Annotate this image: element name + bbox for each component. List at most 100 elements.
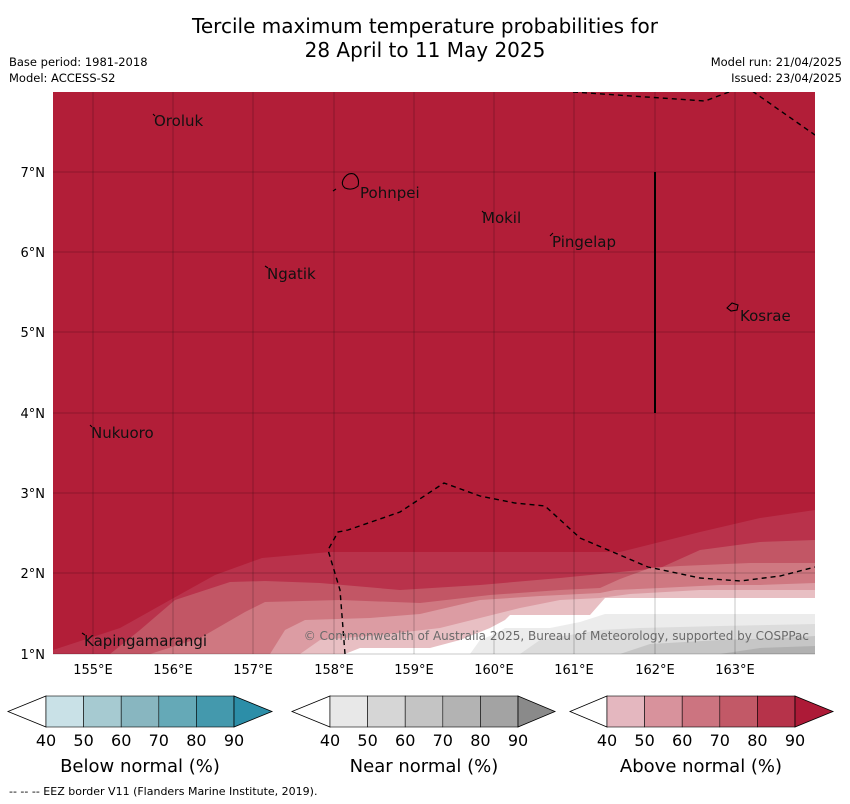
- lat-tick-label: 4°N: [21, 407, 46, 422]
- above-normal-swatch: [719, 695, 758, 728]
- mokil-mark: [481, 210, 485, 214]
- place-label-ngatik: Ngatik: [267, 265, 316, 283]
- below-normal-swatch: [120, 695, 160, 728]
- lon-tick-label: 159°E: [394, 663, 434, 678]
- below-normal-swatch: [83, 695, 122, 728]
- above-normal-title: Above normal (%): [620, 756, 782, 777]
- lat-tick-label: 6°N: [21, 246, 46, 261]
- lat-tick-label: 3°N: [21, 487, 46, 502]
- above-normal-tick: 60: [672, 731, 692, 750]
- place-label-pohnpei: Pohnpei: [360, 184, 420, 202]
- near-normal-swatch: [442, 695, 481, 728]
- lon-tick-label: 160°E: [474, 663, 514, 678]
- lon-tick-label: 158°E: [314, 663, 354, 678]
- lon-tick-label: 162°E: [635, 663, 675, 678]
- eez-borders: [327, 92, 815, 654]
- title-line-1: Tercile maximum temperature probabilitie…: [192, 14, 658, 38]
- above-normal-tick: 50: [634, 731, 654, 750]
- near-normal-tick: 70: [433, 731, 453, 750]
- chart-title: Tercile maximum temperature probabilitie…: [0, 14, 850, 62]
- place-label-kosrae: Kosrae: [740, 307, 791, 325]
- place-label-kapingamarangi: Kapingamarangi: [84, 632, 207, 650]
- below-normal-swatch: [45, 695, 84, 728]
- model-name: Model: ACCESS-S2: [9, 71, 116, 85]
- meta-left: Base period: 1981-2018 Model: ACCESS-S2: [9, 54, 148, 86]
- title-line-2: 28 April to 11 May 2025: [304, 38, 546, 62]
- lat-tick-label: 5°N: [21, 326, 46, 341]
- near-normal-swatch: [404, 695, 444, 728]
- below-normal-tick: 40: [36, 731, 56, 750]
- lat-tick-label: 1°N: [21, 648, 46, 663]
- near-normal-dark-grey: [720, 646, 815, 654]
- above-normal-tick: 90: [785, 731, 805, 750]
- near-normal-high-extend: [517, 695, 557, 728]
- place-labels: Oroluk Pohnpei Mokil Pingelap Ngatik Kos…: [84, 112, 791, 650]
- lat-tick-label: 7°N: [21, 166, 46, 181]
- eez-footer-note: -- -- -- EEZ border V11 (Flanders Marine…: [9, 785, 318, 798]
- below-normal-tick: 80: [186, 731, 206, 750]
- place-label-nukuoro: Nukuoro: [91, 424, 154, 442]
- lon-tick-label: 163°E: [715, 663, 755, 678]
- kapinga-mark: [81, 632, 86, 636]
- pingelap-mark: [549, 232, 554, 237]
- near-normal-swatch: [329, 695, 368, 728]
- above-normal-swatch: [606, 695, 645, 728]
- place-label-oroluk: Oroluk: [154, 112, 203, 130]
- near-normal-tick: 60: [395, 731, 415, 750]
- nukuoro-mark: [89, 424, 93, 428]
- place-label-pingelap: Pingelap: [552, 233, 616, 251]
- near-normal-tick: 40: [320, 731, 340, 750]
- near-normal-swatch: [480, 695, 519, 728]
- lon-tick-label: 161°E: [554, 663, 594, 678]
- longitude-tick-labels: 155°E 156°E 157°E 158°E 159°E 160°E 161°E 162°E…: [73, 663, 755, 678]
- grid-lines: [53, 92, 815, 655]
- near-normal-low-extend: [290, 695, 331, 728]
- near-normal-tick: 90: [508, 731, 528, 750]
- oroluk-mark: [152, 113, 156, 117]
- below-normal-tick: 90: [224, 731, 244, 750]
- below-normal-low-extend: [6, 695, 47, 728]
- lon-tick-label: 155°E: [73, 663, 113, 678]
- below-normal-swatch: [196, 695, 235, 728]
- pohnpei-outline: [341, 173, 360, 190]
- pohnpei-reef: [332, 188, 337, 192]
- near-normal-swatch: [367, 695, 406, 728]
- near-normal-colorbar: 40 50 60 70 80 90 Near normal (%): [290, 695, 557, 777]
- above-normal-swatch: [644, 695, 683, 728]
- above-normal-low-extend: [568, 695, 608, 728]
- near-normal-title: Near normal (%): [350, 756, 499, 777]
- lat-tick-label: 2°N: [21, 567, 46, 582]
- copyright-notice: © Commonwealth of Australia 2025, Bureau…: [304, 629, 809, 643]
- above-normal-swatch: [681, 695, 721, 728]
- below-normal-high-extend: [233, 695, 274, 728]
- kosrae-outline: [726, 302, 739, 312]
- base-period: Base period: 1981-2018: [9, 55, 148, 69]
- lon-tick-label: 157°E: [233, 663, 273, 678]
- issued-date: Issued: 23/04/2025: [731, 71, 842, 85]
- below-normal-tick: 70: [149, 731, 169, 750]
- above-normal-high-extend: [794, 695, 835, 728]
- near-normal-tick: 50: [357, 731, 377, 750]
- below-normal-title: Below normal (%): [60, 756, 220, 777]
- meta-right: Model run: 21/04/2025 Issued: 23/04/2025: [711, 54, 842, 86]
- below-normal-tick: 60: [111, 731, 131, 750]
- below-normal-tick: 50: [73, 731, 93, 750]
- latitude-tick-labels: 1°N 2°N 3°N 4°N 5°N 6°N 7°N: [21, 166, 46, 663]
- lon-tick-label: 156°E: [153, 663, 193, 678]
- above-normal-tick: 70: [710, 731, 730, 750]
- probability-field: [53, 92, 815, 654]
- model-run: Model run: 21/04/2025: [710, 55, 842, 69]
- above-normal-swatch: [757, 695, 796, 728]
- place-label-mokil: Mokil: [482, 209, 521, 227]
- above-normal-tick: 40: [597, 731, 617, 750]
- near-normal-tick: 80: [470, 731, 490, 750]
- island-outlines: [81, 113, 739, 636]
- ngatik-mark: [264, 265, 269, 269]
- below-normal-swatch: [158, 695, 197, 728]
- above-normal-tick: 80: [747, 731, 767, 750]
- eez-border-south: [327, 482, 815, 654]
